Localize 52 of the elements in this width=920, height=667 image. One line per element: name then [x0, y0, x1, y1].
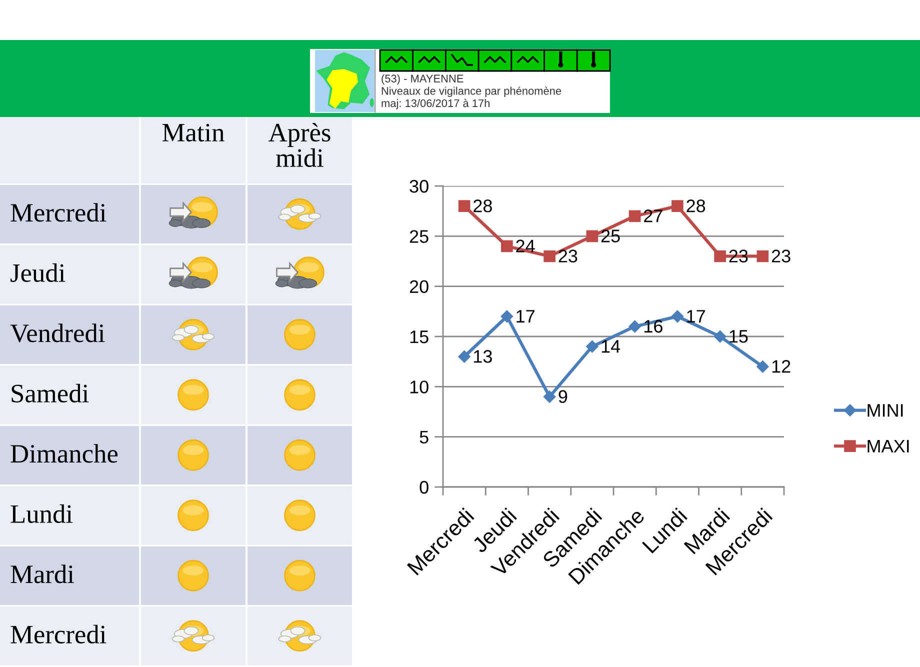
point: [714, 250, 726, 262]
point: [672, 200, 684, 212]
category-label: Mercredi: [10, 203, 106, 222]
point: [756, 250, 769, 262]
data-label: 23: [558, 250, 578, 262]
point: [586, 230, 598, 242]
category-label: Jeudi: [10, 263, 66, 282]
data-label: 12: [772, 360, 790, 373]
point: [458, 200, 470, 212]
data-label: 16: [644, 320, 662, 333]
point: [586, 340, 598, 353]
data-label: 27: [644, 210, 662, 222]
category-label: Vendredi: [10, 324, 105, 342]
point: [671, 310, 684, 323]
text: Niveaux de vigilance par phénomène: [382, 86, 562, 97]
data-label: 23: [729, 250, 748, 262]
data-label: 17: [516, 310, 534, 322]
data-label: 28: [686, 200, 706, 212]
y-tick-label: 5: [420, 430, 428, 444]
point: [544, 250, 556, 262]
point: [543, 390, 556, 403]
y-tick-label: 15: [410, 330, 428, 344]
category-label: Après midi: [268, 123, 330, 168]
text: maj: 13/06/2017 à 17h: [382, 98, 490, 110]
point: [714, 330, 726, 343]
point: [756, 360, 769, 373]
y-tick-label: 0: [420, 480, 428, 494]
legend-label: MINI: [868, 404, 903, 417]
point: [458, 350, 470, 363]
data-label: 14: [602, 340, 620, 353]
data-label: 24: [516, 240, 535, 252]
category-label: Matin: [162, 124, 224, 142]
legend-label: MAXI: [868, 440, 909, 452]
category-label: Mercredi: [10, 624, 106, 644]
category-label: Dimanche: [10, 444, 118, 463]
data-label: 13: [474, 350, 492, 363]
text: (53) - MAYENNE: [382, 74, 464, 85]
point: [500, 310, 514, 323]
y-tick-label: 10: [410, 380, 428, 394]
data-label: 15: [730, 330, 748, 343]
data-label: 25: [601, 230, 620, 242]
data-label: 23: [772, 250, 790, 262]
point: [501, 240, 513, 252]
category-label: Samedi: [12, 384, 89, 402]
y-tick-label: 30: [410, 180, 428, 193]
point: [628, 210, 641, 222]
data-label: 9: [558, 390, 568, 403]
y-tick-label: 20: [410, 280, 428, 294]
point: [628, 320, 641, 333]
data-label: 17: [687, 310, 705, 322]
y-tick-label: 25: [410, 230, 428, 243]
data-label: 28: [474, 200, 492, 212]
